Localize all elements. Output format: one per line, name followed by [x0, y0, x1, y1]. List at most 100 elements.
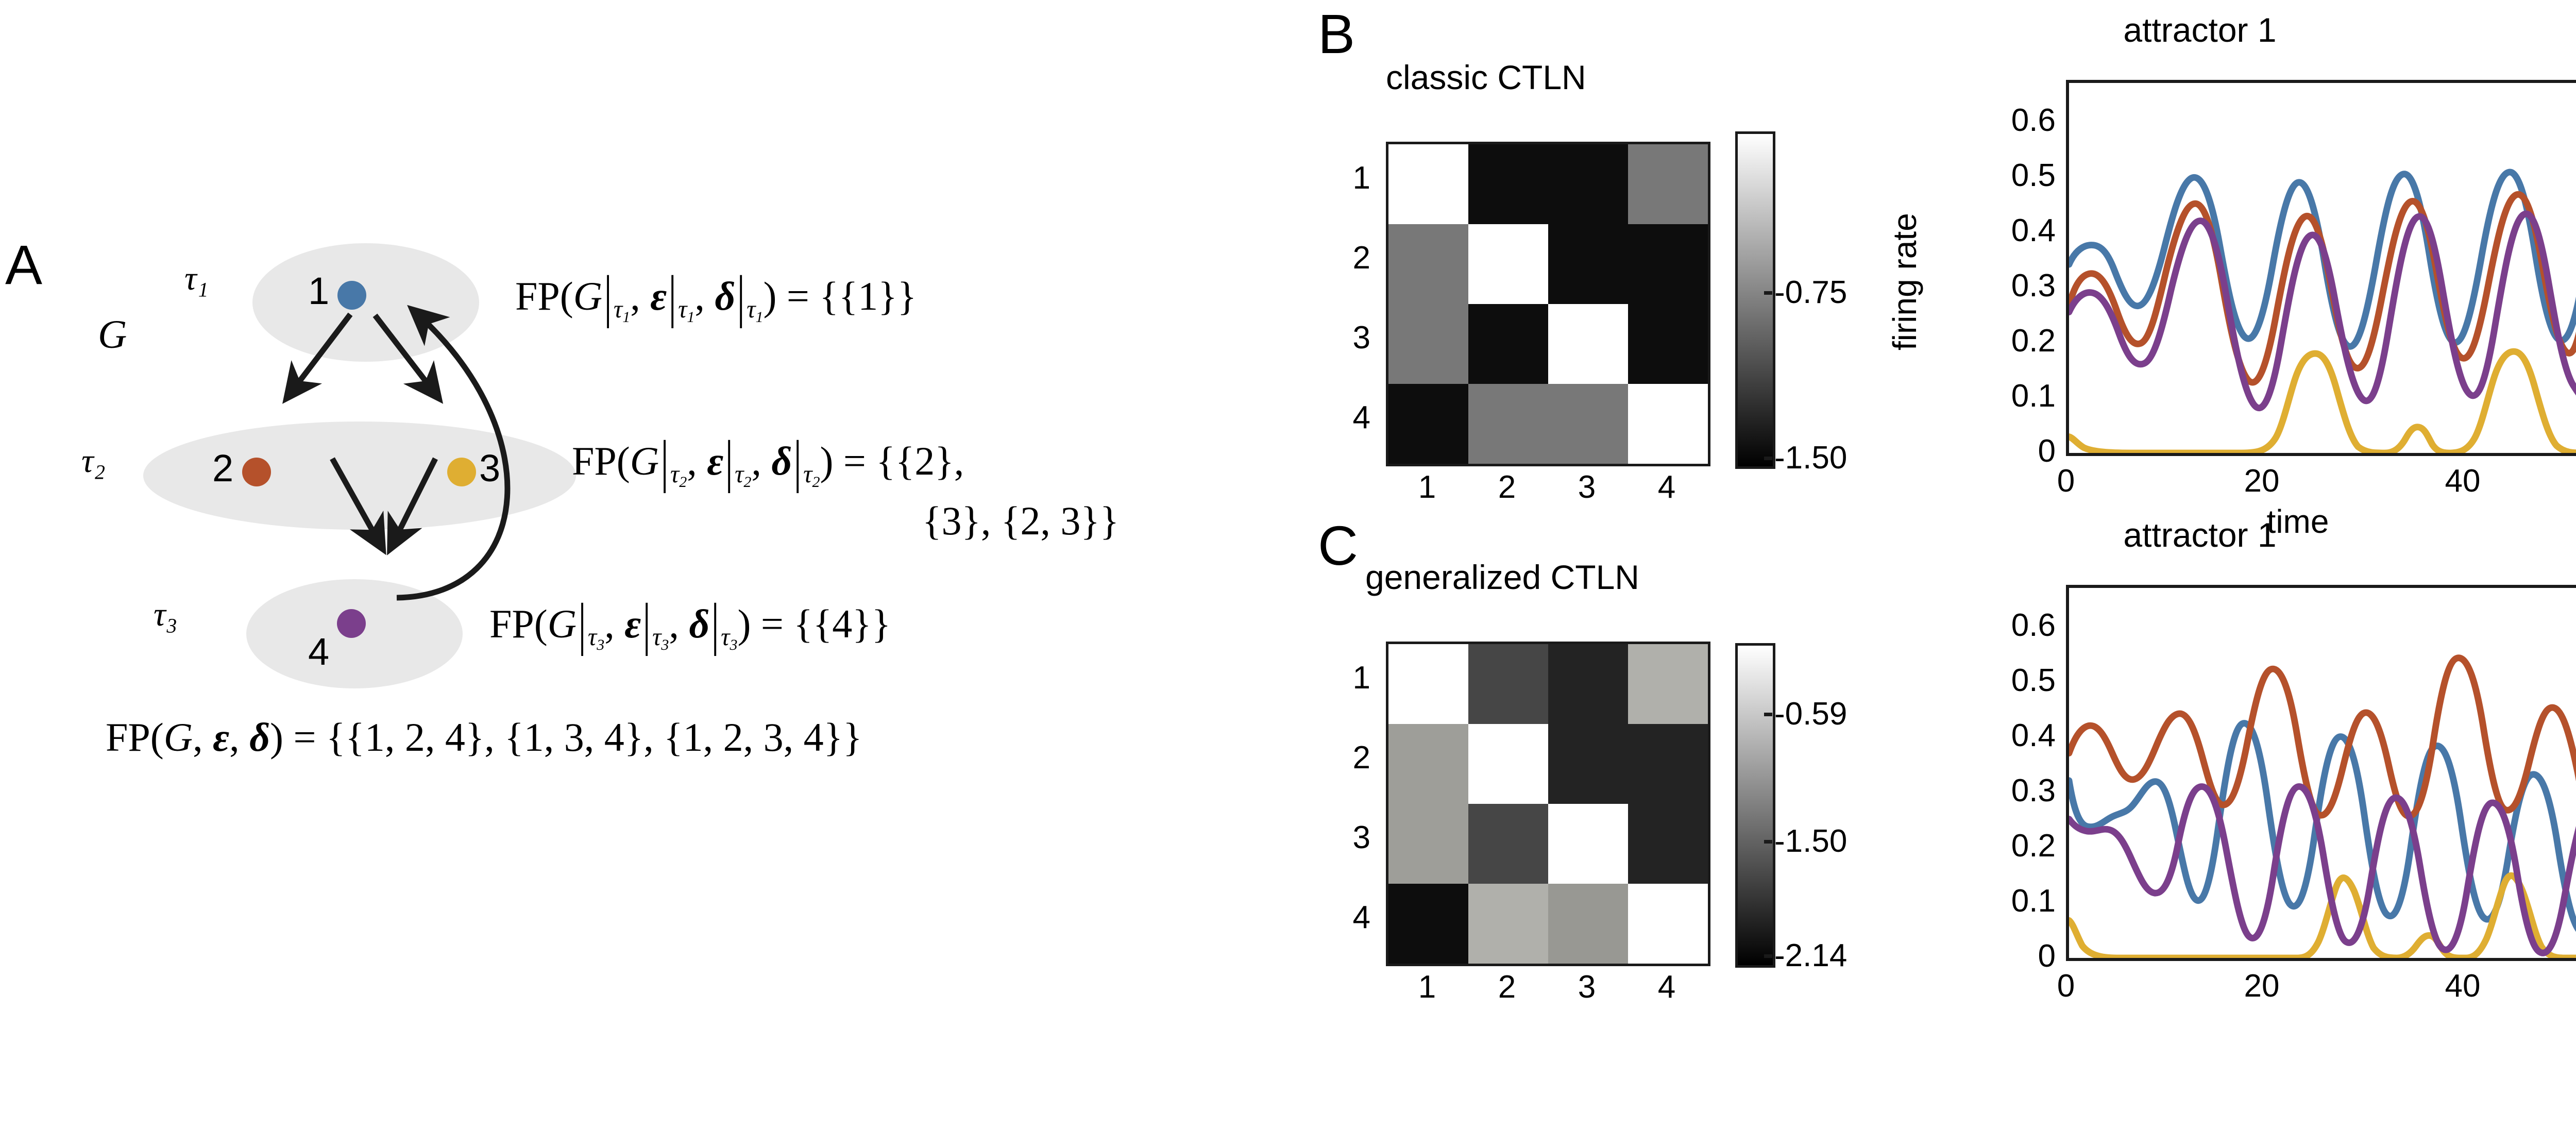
- hm-cell: [1628, 884, 1708, 964]
- formula-fp-tau3: FP(G|τ3, ε|τ3, δ|τ3) = {{4}}: [489, 591, 891, 656]
- classic-ctln-cbar-label: -1.50: [1774, 440, 1848, 476]
- formula-fp-tau1: FP(G|τ1, ε|τ1, δ|τ1) = {{1}}: [515, 263, 917, 329]
- c-a1-ytick: 0.3: [2011, 773, 2056, 808]
- c-a1-xtick: 20: [2244, 968, 2280, 1004]
- hm-cell: [1388, 644, 1468, 724]
- hm-cell: [1548, 804, 1628, 884]
- tau2-label: τ₂: [81, 442, 106, 480]
- hm-cell: [1388, 724, 1468, 804]
- generalized-ctln-xtick: 2: [1498, 969, 1516, 1005]
- hm-cell: [1388, 304, 1468, 384]
- colorbar-tick-mark: [1764, 457, 1772, 460]
- hm-cell: [1468, 724, 1548, 804]
- colorbar-tick-mark: [1764, 954, 1772, 958]
- graph-node-1[interactable]: [337, 281, 366, 310]
- generalized-ctln-cbar-label: -0.59: [1774, 696, 1848, 732]
- formula-fp-tau2-line1: FP(G|τ2, ε|τ2, δ|τ2) = {{2},: [572, 428, 964, 494]
- generalized-ctln-xtick: 1: [1418, 969, 1436, 1005]
- hm-cell: [1628, 224, 1708, 304]
- hm-cell: [1548, 224, 1628, 304]
- hm-cell: [1628, 144, 1708, 224]
- hm-cell: [1628, 804, 1708, 884]
- b-attractor-1-curves: [2069, 168, 2576, 453]
- b-a1-ytick: 0.4: [2011, 213, 2056, 248]
- hm-cell: [1548, 384, 1628, 464]
- hm-cell: [1468, 804, 1548, 884]
- classic-ctln-xtick: 1: [1418, 469, 1436, 505]
- generalized-ctln-xtick: 3: [1578, 969, 1596, 1005]
- hm-cell: [1388, 884, 1468, 964]
- b-a1-xtick: 40: [2445, 463, 2481, 499]
- c-a1-ytick: 0.4: [2011, 718, 2056, 753]
- hm-cell: [1468, 384, 1548, 464]
- hm-cell: [1628, 304, 1708, 384]
- generalized-ctln-xtick: 4: [1657, 969, 1676, 1005]
- colorbar-tick-mark: [1764, 713, 1772, 716]
- graph-node-2[interactable]: [242, 458, 271, 486]
- formula-fp-tau2-line2: {3}, {2, 3}}: [922, 498, 1120, 543]
- hm-cell: [1468, 884, 1548, 964]
- hm-cell: [1468, 224, 1548, 304]
- graph-node-label-1: 1: [308, 269, 330, 312]
- b-a1-ytick: 0.1: [2011, 378, 2056, 414]
- panel-letter-b: B: [1318, 3, 1355, 65]
- panel-letter-a: A: [5, 233, 43, 296]
- graph-node-3[interactable]: [447, 458, 476, 486]
- graph-node-label-4: 4: [308, 630, 330, 673]
- c-a1-xtick: 0: [2057, 968, 2075, 1004]
- generalized-ctln-cbar-label: -1.50: [1774, 823, 1848, 859]
- generalized-ctln-ytick: 3: [1352, 820, 1370, 855]
- classic-ctln-title: classic CTLN: [1386, 58, 1586, 96]
- graph-node-label-3: 3: [479, 447, 501, 490]
- b-a1-xtick: 0: [2057, 463, 2075, 499]
- hm-cell: [1548, 884, 1628, 964]
- panel-letter-c: C: [1318, 514, 1358, 577]
- generalized-ctln-ytick: 2: [1352, 740, 1370, 776]
- hm-cell: [1388, 804, 1468, 884]
- colorbar-tick-mark: [1764, 840, 1772, 844]
- hm-cell: [1548, 144, 1628, 224]
- hm-cell: [1468, 144, 1548, 224]
- hm-cell: [1548, 644, 1628, 724]
- hm-cell: [1628, 724, 1708, 804]
- b-a1-ytick: 0.2: [2011, 323, 2056, 359]
- hm-cell: [1388, 144, 1468, 224]
- classic-ctln-matrix: [1386, 142, 1710, 466]
- generalized-ctln-matrix: [1386, 642, 1710, 966]
- c-a1-ytick: 0.1: [2011, 883, 2056, 919]
- b-a1-ytick: 0.3: [2011, 268, 2056, 304]
- classic-ctln-ytick: 2: [1352, 240, 1370, 276]
- b-a1-ytick: 0.5: [2011, 158, 2056, 193]
- hm-cell: [1548, 304, 1628, 384]
- classic-ctln-xtick: 4: [1657, 469, 1676, 505]
- generalized-ctln-ytick: 1: [1352, 660, 1370, 696]
- colorbar-tick-mark: [1764, 291, 1772, 295]
- classic-ctln-colorbar: [1735, 131, 1775, 469]
- c-attractor-1-curves: [2069, 654, 2576, 958]
- hm-cell: [1388, 384, 1468, 464]
- c-a1-ytick: 0.5: [2011, 663, 2056, 698]
- classic-ctln-ytick: 1: [1352, 160, 1370, 196]
- b-attractor-1-plot: [2066, 80, 2576, 456]
- graph-node-4[interactable]: [337, 609, 366, 638]
- tau1-label: τ₁: [184, 260, 209, 297]
- c-attractor-1-plot: [2066, 585, 2576, 961]
- hm-cell: [1548, 724, 1628, 804]
- hm-cell: [1388, 224, 1468, 304]
- b-a1-ytick: 0.6: [2011, 103, 2056, 138]
- generalized-ctln-cbar-label: -2.14: [1774, 938, 1848, 973]
- graph-name-label: G: [98, 312, 127, 357]
- hm-cell: [1628, 644, 1708, 724]
- c-a1-ytick: 0: [2038, 938, 2056, 974]
- formula-fp-full: FP(G, ε, δ) = {{1, 2, 4}, {1, 3, 4}, {1,…: [106, 715, 862, 760]
- c-attractor-1-title: attractor 1: [2123, 516, 2277, 554]
- classic-ctln-xtick: 3: [1578, 469, 1596, 505]
- classic-ctln-cbar-label: -0.75: [1774, 275, 1848, 310]
- hm-cell: [1468, 304, 1548, 384]
- tau3-label: τ₃: [154, 596, 178, 633]
- hm-cell: [1468, 644, 1548, 724]
- c-a1-xtick: 40: [2445, 968, 2481, 1004]
- hm-cell: [1628, 384, 1708, 464]
- b-a1-ytick: 0: [2038, 433, 2056, 469]
- classic-ctln-ytick: 3: [1352, 320, 1370, 356]
